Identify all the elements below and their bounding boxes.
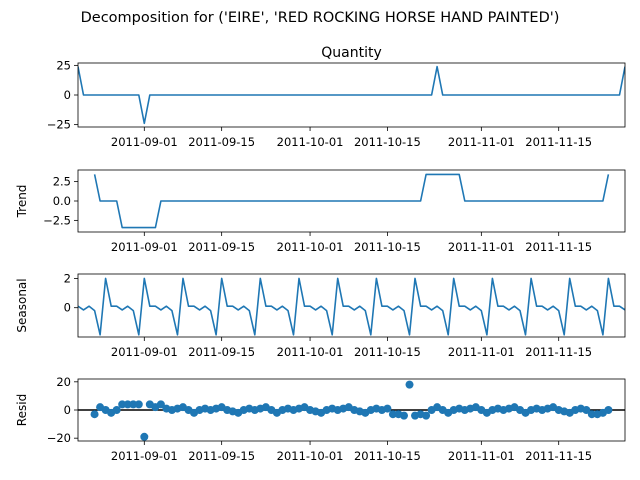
quantity-xtick-label: 2011-11-15 — [525, 135, 592, 149]
resid-xtick-label: 2011-09-01 — [111, 449, 178, 463]
seasonal-panel: Seasonal 2 0 2011-09-01 2011-09-15 2011-10-01… — [15, 271, 626, 359]
seasonal-xtick-label: 2011-10-01 — [277, 345, 344, 359]
quantity-plot-area — [78, 65, 625, 125]
trend-xtick-label: 2011-09-15 — [188, 240, 255, 254]
resid-point — [582, 406, 591, 414]
trend-ytick-label: 2.5 — [53, 175, 71, 189]
trend-xtick-label: 2011-11-15 — [525, 240, 592, 254]
seasonal-ytick-label: 0 — [64, 301, 71, 315]
quantity-axes-frame — [77, 62, 626, 128]
resid-xtick-label: 2011-09-15 — [188, 449, 255, 463]
seasonal-xtick-label: 2011-11-01 — [448, 345, 515, 359]
subplot-panels: Quantity 25 0 −25 2011-09-01 2011-09-15 2011-1… — [15, 45, 626, 463]
seasonal-xtick-label: 2011-11-15 — [525, 345, 592, 359]
trend-xtick-label: 2011-10-01 — [277, 240, 344, 254]
seasonal-ylabel: Seasonal — [15, 278, 29, 332]
quantity-xtick-label: 2011-11-01 — [448, 135, 515, 149]
resid-xtick-label: 2011-11-01 — [448, 449, 515, 463]
seasonal-series-line — [78, 277, 625, 336]
resid-point — [134, 400, 143, 409]
quantity-xtick-label: 2011-09-01 — [111, 135, 178, 149]
resid-point — [587, 410, 596, 419]
resid-xtick-label: 2011-11-15 — [525, 449, 592, 463]
trend-xtick-label: 2011-11-01 — [448, 240, 515, 254]
figure-suptitle: Decomposition for ('EIRE', 'RED ROCKING … — [81, 10, 560, 26]
quantity-xtick-label: 2011-10-15 — [354, 135, 421, 149]
trend-series-line — [93, 173, 610, 229]
resid-point — [399, 411, 408, 420]
resid-ytick-label: 20 — [56, 375, 71, 389]
resid-ylabel: Resid — [15, 394, 29, 426]
resid-point — [156, 400, 165, 409]
seasonal-plot-area — [78, 277, 625, 336]
trend-ylabel: Trend — [15, 185, 29, 219]
resid-point — [112, 406, 121, 414]
resid-point — [405, 380, 414, 389]
trend-plot-area — [93, 173, 610, 229]
resid-point — [123, 400, 132, 409]
quantity-xtick-label: 2011-10-01 — [277, 135, 344, 149]
resid-point — [383, 404, 392, 413]
resid-panel: Resid 20 0 −20 2011-09-01 2011-09-15 2011-10-0… — [15, 375, 626, 463]
resid-axes-frame — [77, 378, 626, 442]
trend-axes-frame — [77, 169, 626, 233]
quantity-title: Quantity — [321, 45, 382, 61]
resid-xtick-label: 2011-10-01 — [277, 449, 344, 463]
resid-point — [118, 400, 127, 409]
resid-point — [604, 406, 613, 414]
resid-point — [388, 410, 397, 419]
resid-point — [140, 432, 149, 441]
seasonal-axes-frame — [77, 273, 626, 338]
quantity-panel: Quantity 25 0 −25 2011-09-01 2011-09-15 2011-1… — [47, 45, 626, 149]
seasonal-xtick-label: 2011-09-01 — [111, 345, 178, 359]
quantity-xtick-label: 2011-09-15 — [188, 135, 255, 149]
resid-plot-area — [78, 380, 625, 441]
resid-point — [90, 410, 99, 419]
resid-ytick-label: 0 — [64, 403, 71, 417]
trend-panel: Trend 2.5 0.0 −2.5 2011-09-01 2011-09-15 2011-… — [15, 169, 626, 254]
trend-xtick-label: 2011-10-15 — [354, 240, 421, 254]
resid-point — [129, 400, 138, 409]
resid-point — [422, 411, 431, 420]
trend-ytick-label: −2.5 — [43, 213, 71, 227]
quantity-series-line — [78, 65, 625, 125]
resid-xtick-label: 2011-10-15 — [354, 449, 421, 463]
seasonal-xtick-label: 2011-10-15 — [354, 345, 421, 359]
seasonal-ytick-label: 2 — [64, 271, 71, 285]
quantity-ytick-label: 25 — [56, 58, 71, 72]
seasonal-xtick-label: 2011-09-15 — [188, 345, 255, 359]
resid-ytick-label: −20 — [47, 431, 71, 445]
quantity-ytick-label: 0 — [64, 88, 71, 102]
quantity-ytick-label: −25 — [47, 118, 71, 132]
trend-xtick-label: 2011-09-01 — [111, 240, 178, 254]
trend-ytick-label: 0.0 — [53, 194, 71, 208]
